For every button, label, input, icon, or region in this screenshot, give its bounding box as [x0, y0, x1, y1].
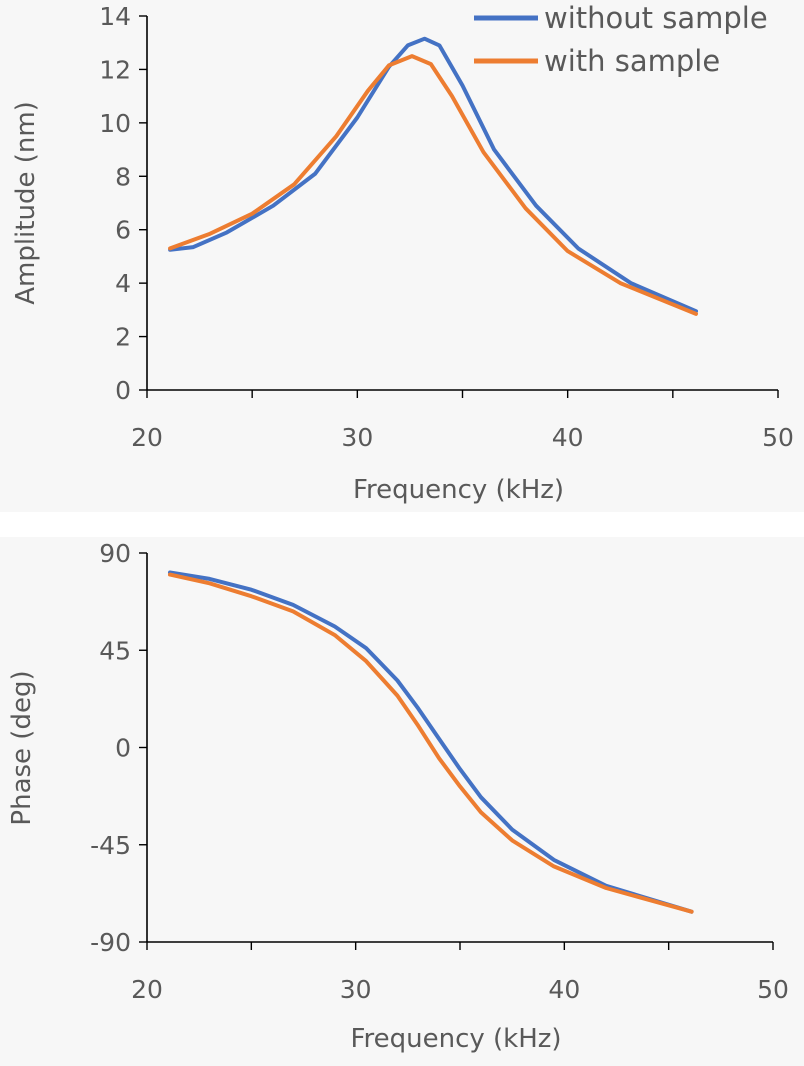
phase-x-axis-title: Frequency (kHz) [350, 1024, 561, 1054]
amp-y-tick-label: 10 [99, 109, 131, 138]
amplitude-chart-panel: 0 2 4 6 8 10 12 14 20 30 40 50 Frequency (kHz) Amplit… [0, 0, 804, 512]
amp-y-tick-label: 4 [115, 269, 131, 298]
amp-series-with-sample [168, 54, 698, 316]
legend-label-without-sample: without sample [544, 1, 768, 35]
phase-y-tick-label: -90 [90, 928, 131, 957]
phase-y-tick-label: 0 [115, 734, 131, 763]
amp-x-axis-title: Frequency (kHz) [353, 475, 564, 505]
amp-y-tick-label: 14 [99, 2, 131, 31]
phase-chart-panel: 90 45 0 -45 -90 20 30 40 50 Frequency (kHz) Phase … [0, 537, 804, 1066]
phase-series-without-sample [168, 570, 694, 914]
phase-x-tick-label: 50 [757, 975, 789, 1004]
phase-x-tick-label: 20 [131, 975, 163, 1004]
phase-x-tick-label: 30 [340, 975, 372, 1004]
amp-x-tick-label: 40 [552, 423, 584, 452]
amp-x-tick-label: 30 [341, 423, 373, 452]
amp-y-tick-label: 12 [99, 55, 131, 84]
phase-y-tick-label: 45 [99, 636, 131, 665]
amp-x-tick-label: 50 [762, 423, 794, 452]
amp-y-tick-label: 0 [115, 376, 131, 405]
amp-series-without-sample [168, 36, 698, 314]
phase-x-tick-label: 40 [548, 975, 580, 1004]
amp-x-tick-label: 20 [131, 423, 163, 452]
legend-label-with-sample: with sample [544, 44, 720, 78]
amp-y-axis-title: Amplitude (nm) [11, 101, 41, 305]
phase-y-tick-label: 90 [99, 539, 131, 568]
amp-y-tick-label: 8 [115, 162, 131, 191]
phase-series-with-sample [168, 572, 694, 914]
phase-y-tick-label: -45 [90, 831, 131, 860]
phase-y-axis-title: Phase (deg) [7, 670, 37, 825]
amplitude-chart: 0 2 4 6 8 10 12 14 20 30 40 50 Frequency (kHz) Amplit… [11, 1, 794, 505]
amp-y-tick-label: 6 [115, 216, 131, 245]
amp-y-tick-label: 2 [115, 323, 131, 352]
